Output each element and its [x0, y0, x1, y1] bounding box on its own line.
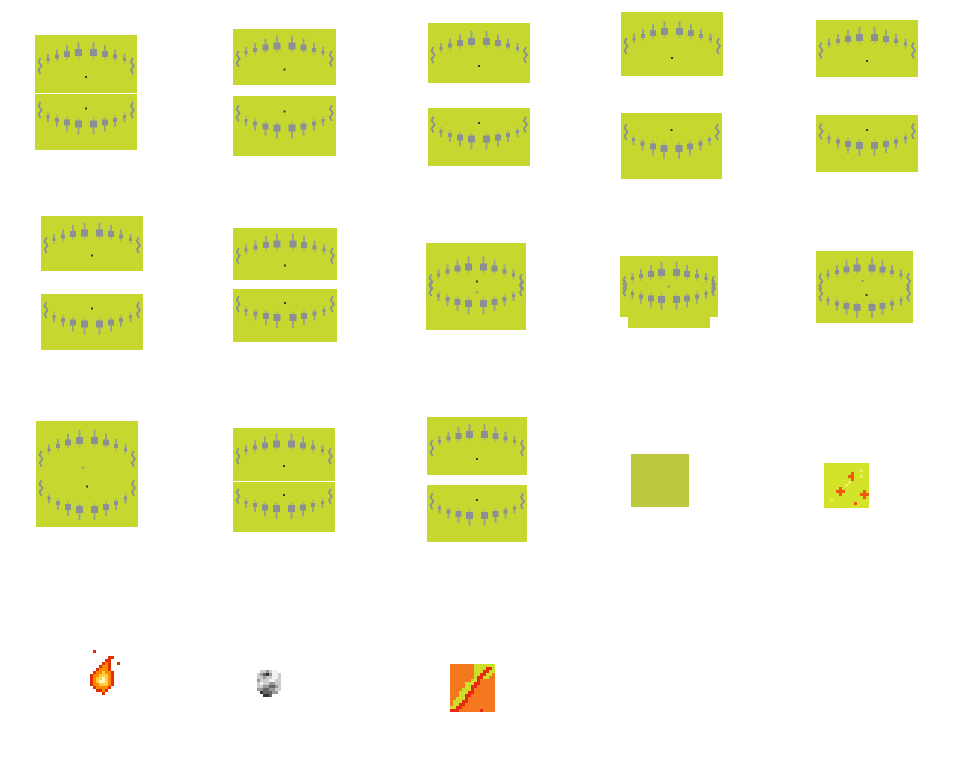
teeth-pattern: [818, 257, 912, 319]
teeth-pattern: [622, 262, 717, 311]
sprite-jaw-lower-8: [233, 482, 335, 532]
sprite-tile-notch: [628, 317, 710, 328]
teeth-pattern: [623, 123, 721, 159]
teeth-pattern: [43, 222, 142, 257]
sprite-tile-plain: [631, 454, 689, 507]
teeth-pattern: [428, 256, 525, 315]
sprite-jaw-upper-1: [35, 35, 137, 93]
teeth-pattern: [235, 295, 335, 328]
teeth-pattern: [430, 116, 529, 150]
sprite-jaw-upper-9: [427, 417, 527, 475]
teeth-pattern: [623, 21, 722, 60]
sprite-jaw-upper-5: [816, 20, 918, 77]
spotted-tile-sprite: [824, 463, 869, 508]
sprite-jaw-closed-1: [426, 243, 526, 330]
sprite-jaw-upper-8: [233, 428, 335, 481]
teeth-pattern: [38, 429, 137, 521]
sprite-jaw-open-1: [816, 251, 913, 323]
diagonal-chart-icon: [450, 664, 495, 712]
sprite-jaw-upper-4: [621, 12, 723, 76]
teeth-pattern: [235, 488, 334, 520]
sprite-jaw-lower-7: [233, 289, 337, 342]
sprite-jaw-lower-4: [621, 113, 722, 179]
sprite-jaw-lower-2: [233, 96, 336, 156]
sprite-jaw-open-wide: [36, 421, 138, 527]
teeth-pattern: [429, 492, 526, 526]
sprite-jaw-lower-9: [427, 485, 527, 542]
teeth-pattern: [818, 26, 917, 63]
teeth-pattern: [37, 42, 136, 78]
sprite-jaw-lower-6: [41, 294, 143, 350]
teeth-pattern: [37, 101, 136, 135]
sprite-jaw-upper-7: [233, 228, 337, 280]
rock-icon: [257, 670, 281, 697]
sprite-jaw-upper-2: [233, 29, 336, 85]
sprite-jaw-lower-3: [428, 108, 530, 166]
teeth-pattern: [235, 104, 334, 139]
teeth-pattern: [429, 424, 526, 460]
sprite-jaw-upper-3: [428, 23, 530, 83]
sprite-jaw-closed-2: [620, 256, 718, 317]
teeth-pattern: [430, 30, 529, 68]
teeth-pattern: [235, 233, 335, 267]
sprite-jaw-upper-6: [41, 216, 143, 271]
fireball-icon: [87, 650, 123, 695]
teeth-pattern: [818, 122, 917, 156]
sprite-jaw-lower-1: [35, 94, 137, 150]
teeth-pattern: [43, 301, 142, 335]
sprite-jaw-lower-5: [816, 115, 918, 172]
teeth-pattern: [235, 35, 334, 71]
teeth-pattern: [235, 433, 334, 468]
